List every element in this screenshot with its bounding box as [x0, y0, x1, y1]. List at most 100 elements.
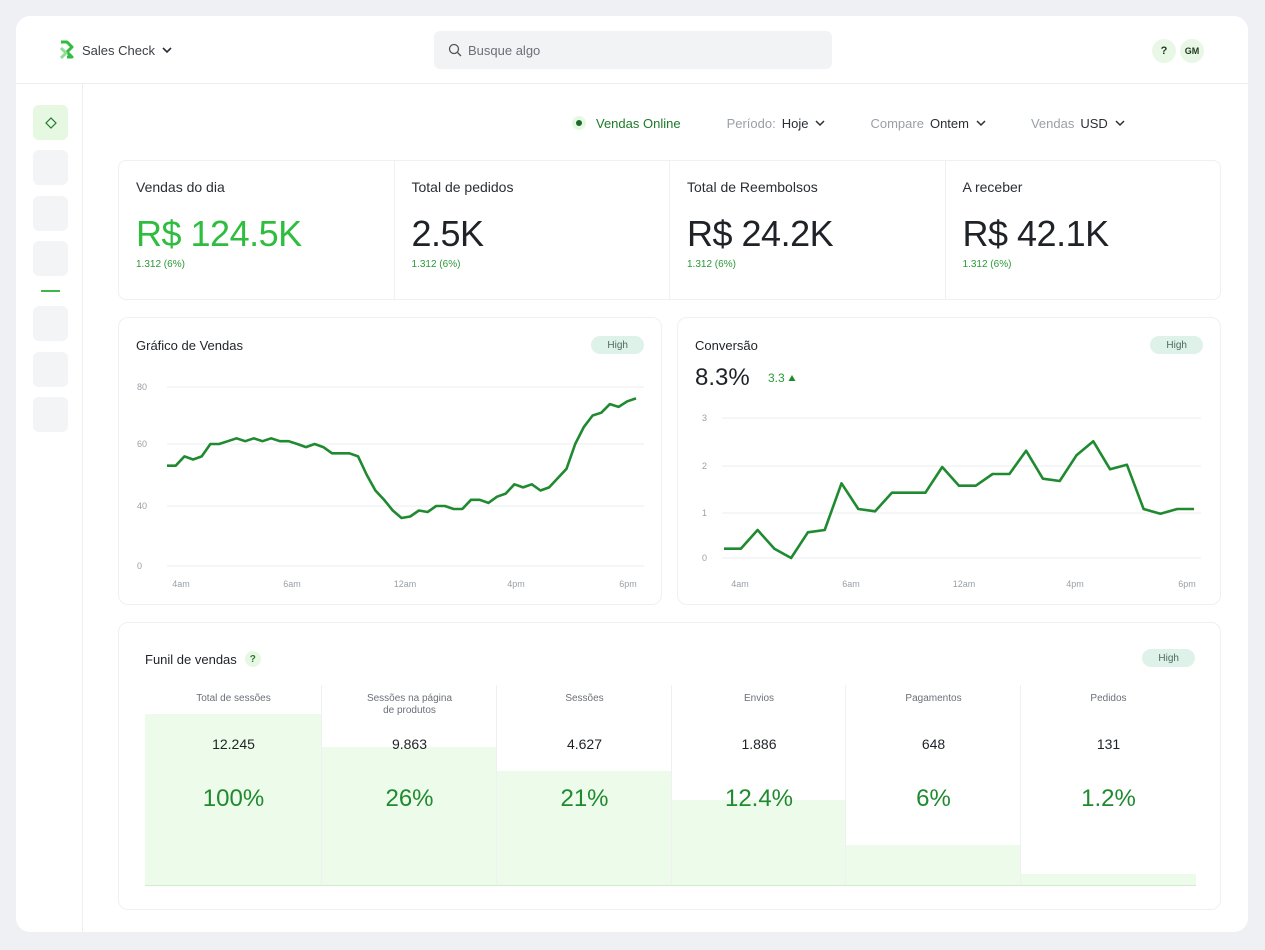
- high-badge[interactable]: High: [591, 336, 644, 354]
- funnel-stage-percent: 1.2%: [1081, 785, 1136, 812]
- online-sales-label: Vendas Online: [596, 115, 681, 131]
- chevron-down-icon: [976, 120, 986, 127]
- period-dropdown[interactable]: Período: Hoje: [727, 116, 827, 131]
- kpi-card-sales: Vendas do dia R$ 124.5K 1.312 (6%): [119, 161, 395, 299]
- funnel-fill-bar: [322, 746, 497, 886]
- chevron-down-icon: [1115, 120, 1125, 127]
- search-input[interactable]: [468, 42, 808, 58]
- period-value: Hoje: [781, 115, 809, 131]
- chevron-down-icon: [815, 120, 826, 127]
- sidebar-item-2[interactable]: [33, 150, 68, 185]
- x-tick-label: 6am: [283, 579, 301, 589]
- funnel-stage-count: 648: [921, 736, 946, 752]
- compare-label: Compare: [870, 115, 924, 131]
- sidebar-item-4[interactable]: [33, 241, 68, 276]
- funnel-fill-bar: [672, 800, 846, 886]
- y-tick-label: 2: [702, 461, 707, 471]
- arrow-up-icon: [788, 375, 796, 381]
- kpi-value: R$ 24.2K: [687, 213, 834, 254]
- kpi-label: Total de pedidos: [411, 179, 514, 195]
- card-title: Conversão: [695, 338, 758, 353]
- top-bar: Sales Check ? GM: [16, 16, 1248, 84]
- kpi-label: A receber: [962, 179, 1023, 195]
- conversion-delta: 3.3: [768, 371, 796, 385]
- filter-bar: Vendas Online Período: Hoje Compare Onte…: [568, 113, 1170, 133]
- funnel-column[interactable]: Envios 1.886 12.4%: [672, 685, 846, 886]
- compare-dropdown[interactable]: Compare Ontem: [870, 116, 986, 131]
- top-actions: ? GM: [1152, 39, 1204, 63]
- sidebar-item-5[interactable]: [33, 306, 68, 341]
- x-tick-label: 6am: [842, 579, 860, 589]
- sidebar-item-7[interactable]: [33, 397, 68, 432]
- funnel-stage-percent: 26%: [385, 785, 434, 812]
- funnel-column[interactable]: Sessões na página de produtos 9.863 26%: [322, 685, 497, 886]
- high-badge[interactable]: High: [1150, 336, 1203, 354]
- kpi-sub: 1.312 (6%): [962, 259, 1012, 270]
- delta-value: 3.3: [768, 371, 785, 385]
- x-tick-label: 4pm: [1066, 579, 1084, 589]
- funnel-fill-bar: [497, 770, 672, 886]
- column-separator: [845, 685, 846, 886]
- funnel-stage-percent: 12.4%: [724, 785, 794, 812]
- sales-chart-card: Gráfico de Vendas High 0 40 60 80 4am 6am 12am…: [118, 317, 662, 605]
- funnel-stage-count: 4.627: [566, 736, 603, 752]
- funnel-column[interactable]: Pagamentos 648 6%: [846, 685, 1021, 886]
- online-sales-toggle[interactable]: Vendas Online: [572, 116, 681, 131]
- diamond-icon: [44, 116, 57, 129]
- kpi-sub: 1.312 (6%): [411, 259, 461, 270]
- x-tick-label: 6pm: [619, 579, 637, 589]
- sidebar-item-dashboard[interactable]: [33, 105, 68, 140]
- funnel-column[interactable]: Sessões 4.627 21%: [497, 685, 672, 886]
- kpi-sub: 1.312 (6%): [687, 259, 736, 270]
- funnel-stage-count: 9.863: [391, 736, 428, 752]
- column-separator: [321, 685, 322, 886]
- y-tick-label: 0: [702, 553, 707, 563]
- x-tick-label: 4pm: [507, 579, 525, 589]
- kpi-label: Total de Reembolsos: [687, 179, 818, 195]
- compare-value: Ontem: [929, 115, 969, 131]
- funnel-stage-count: 131: [1096, 736, 1121, 752]
- sidebar-item-6[interactable]: [33, 352, 68, 387]
- x-tick-label: 4am: [172, 579, 190, 589]
- currency-dropdown[interactable]: Vendas USD: [1031, 116, 1126, 131]
- funnel-stage-percent: 6%: [916, 785, 951, 812]
- currency-label: Vendas: [1030, 115, 1075, 131]
- funnel-title: Funil de vendas ?: [145, 651, 261, 667]
- funnel-stage-label: Sessões: [565, 693, 604, 704]
- kpi-value: 2.5K: [411, 213, 485, 254]
- kpi-card-receivable: A receber R$ 42.1K 1.312 (6%): [946, 161, 1221, 299]
- conversion-line-chart: 0 1 2 3 4am 6am 12am 4pm 6pm: [702, 413, 1201, 589]
- high-badge[interactable]: High: [1142, 649, 1195, 667]
- kpi-sub: 1.312 (6%): [136, 259, 185, 270]
- sidebar: [16, 84, 83, 932]
- funnel-stage-label: Envios: [743, 693, 774, 704]
- funnel-fill-bar: [1021, 873, 1196, 886]
- sidebar-item-3[interactable]: [33, 196, 68, 231]
- sidebar-divider: [41, 290, 60, 292]
- chevron-down-icon: [162, 47, 172, 54]
- column-separator: [671, 685, 672, 886]
- user-avatar[interactable]: GM: [1180, 39, 1204, 63]
- funnel-column[interactable]: Pedidos 131 1.2%: [1021, 685, 1196, 886]
- y-tick-label: 0: [137, 561, 142, 571]
- search-bar[interactable]: [434, 31, 832, 69]
- funnel-column[interactable]: Total de sessões 12.245 100%: [145, 685, 322, 886]
- series-line: [724, 440, 1194, 560]
- funnel-stage-count: 12.245: [212, 736, 255, 752]
- app-switcher[interactable]: Sales Check: [58, 40, 173, 60]
- sales-line-chart: 0 40 60 80 4am 6am 12am 4pm 6pm: [137, 382, 644, 589]
- funnel-stage-label: Pedidos: [1090, 693, 1127, 704]
- card-title: Gráfico de Vendas: [136, 338, 243, 353]
- funnel-stage-count: 1.886: [741, 736, 777, 752]
- y-tick-label: 80: [137, 382, 147, 392]
- help-icon[interactable]: ?: [244, 651, 261, 667]
- column-separator: [1020, 685, 1021, 886]
- sales-funnel-card: Funil de vendas ? High Total de sessões 1…: [118, 622, 1221, 910]
- y-tick-label: 60: [137, 439, 147, 449]
- help-button[interactable]: ?: [1152, 39, 1176, 63]
- kpi-label: Vendas do dia: [136, 179, 225, 195]
- funnel-columns: Total de sessões 12.245 100% Sessões na pág…: [145, 685, 1196, 886]
- funnel-stage-label: Total de sessões: [196, 693, 271, 704]
- funnel-title-text: Funil de vendas: [145, 651, 237, 667]
- funnel-stage-percent: 21%: [560, 785, 609, 812]
